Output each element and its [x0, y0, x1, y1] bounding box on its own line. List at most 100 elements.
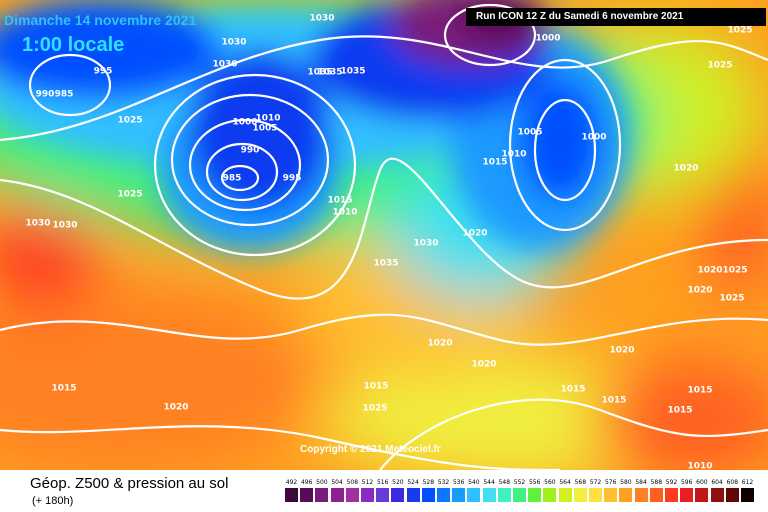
- legend-value: 564: [559, 479, 571, 486]
- legend-cell: 508: [345, 478, 360, 508]
- legend-cell: 520: [390, 478, 405, 508]
- legend-value: 528: [422, 479, 435, 486]
- legend-swatch: [391, 488, 405, 502]
- isobar-label: 1035: [307, 68, 332, 78]
- legend-value: 544: [483, 479, 495, 486]
- legend-value: 548: [498, 479, 511, 486]
- legend-swatch: [589, 488, 602, 502]
- isobar-label: 1005: [517, 128, 542, 138]
- legend-cell: 580: [618, 478, 633, 508]
- legend-swatch: [467, 488, 481, 502]
- legend-cell: 544: [482, 478, 497, 508]
- isobar-label: 985: [55, 90, 74, 100]
- isobar-label: 1015: [51, 384, 76, 394]
- legend-cell: 552: [512, 478, 527, 508]
- legend-value: 560: [544, 479, 556, 486]
- legend-cell: 528: [421, 478, 436, 508]
- legend-cell: 536: [451, 478, 466, 508]
- isobar-label: 1015: [363, 382, 388, 392]
- isobar-label: 1030: [413, 239, 438, 249]
- isobar-label: 1010: [332, 208, 357, 218]
- legend-cell: 504: [330, 478, 345, 508]
- legend-value: 508: [346, 479, 359, 486]
- isobar-label: 990: [241, 146, 260, 156]
- legend-cell: 524: [406, 478, 421, 508]
- legend-swatch: [619, 488, 633, 502]
- isobar-label: 1025: [117, 190, 142, 200]
- isobar-label: 1025: [362, 404, 387, 414]
- legend-cell: 604: [710, 478, 725, 508]
- footer: Géop. Z500 & pression au sol (+ 180h) 49…: [0, 470, 768, 512]
- legend-value: 612: [741, 479, 754, 486]
- legend-swatch: [406, 488, 420, 502]
- isobar-label: 1030: [221, 38, 246, 48]
- legend-cell: 588: [649, 478, 664, 508]
- isobar-label: 1035: [373, 259, 398, 269]
- isobar-label: 995: [94, 67, 113, 77]
- isobar-label: 1030: [52, 221, 77, 231]
- isobar-label: 1025: [727, 26, 752, 36]
- isobar-label: 1020: [609, 346, 634, 356]
- legend-value: 592: [665, 479, 678, 486]
- isobar-label: 1020: [471, 360, 496, 370]
- legend-value: 532: [437, 479, 450, 486]
- legend-swatch: [558, 488, 572, 502]
- isobar-label: 1015: [560, 385, 585, 395]
- isobar-label: 1015: [667, 406, 692, 416]
- legend-swatch: [285, 488, 298, 502]
- legend-swatch: [452, 488, 466, 502]
- legend-swatch: [315, 488, 329, 502]
- legend-value: 588: [650, 479, 663, 486]
- legend-swatch: [710, 488, 724, 502]
- isobar-label: 1030: [212, 60, 237, 70]
- legend-cell: 540: [466, 478, 481, 508]
- isobar-label: 1000: [581, 133, 606, 143]
- legend-value: 596: [680, 479, 693, 486]
- legend-cell: 600: [694, 478, 709, 508]
- footer-subtitle: (+ 180h): [32, 495, 74, 507]
- legend-value: 540: [468, 479, 480, 486]
- legend-swatch: [513, 488, 526, 502]
- isobar-label: 1035: [317, 68, 342, 78]
- legend-swatch: [634, 488, 648, 502]
- legend-value: 552: [513, 479, 526, 486]
- legend-cell: 548: [497, 478, 512, 508]
- copyright: Copyright © 2021 Meteociel.fr: [300, 444, 441, 455]
- legend-value: 580: [620, 479, 632, 486]
- legend-swatch: [421, 488, 435, 502]
- legend-swatch: [695, 488, 709, 502]
- isobar-label: 1020: [687, 286, 712, 296]
- time: 1:00 locale: [22, 34, 125, 56]
- legend-swatch: [649, 488, 663, 502]
- isobar-label: 1015: [687, 386, 712, 396]
- isobar-label: 985: [223, 174, 242, 184]
- isobar-label: 990: [36, 90, 55, 100]
- isobar-label: 1025: [719, 294, 744, 304]
- legend-cell: 496: [299, 478, 314, 508]
- legend-value: 556: [528, 479, 541, 486]
- legend-swatch: [300, 488, 314, 502]
- isobar-label: 1020: [697, 266, 722, 276]
- isobar-label: 1035: [340, 67, 365, 77]
- legend-value: 524: [407, 479, 419, 486]
- legend-value: 504: [331, 479, 343, 486]
- legend-value: 520: [392, 479, 404, 486]
- legend-swatch: [345, 488, 359, 502]
- legend-cell: 564: [558, 478, 573, 508]
- legend-cell: 532: [436, 478, 451, 508]
- isobar-label: 1000: [535, 34, 560, 44]
- isobar-label: 1015: [601, 396, 626, 406]
- isobar-label: 1010: [501, 150, 526, 160]
- isobar-label: 1000: [232, 118, 257, 128]
- legend-swatch: [330, 488, 344, 502]
- legend-swatch: [482, 488, 496, 502]
- isobar-label: 1025: [117, 116, 142, 126]
- isobar-label: 1010: [255, 114, 280, 124]
- legend-swatch: [528, 488, 542, 502]
- isobar-label: 1015: [327, 196, 352, 206]
- legend-value: 516: [376, 479, 389, 486]
- legend-swatch: [741, 488, 754, 502]
